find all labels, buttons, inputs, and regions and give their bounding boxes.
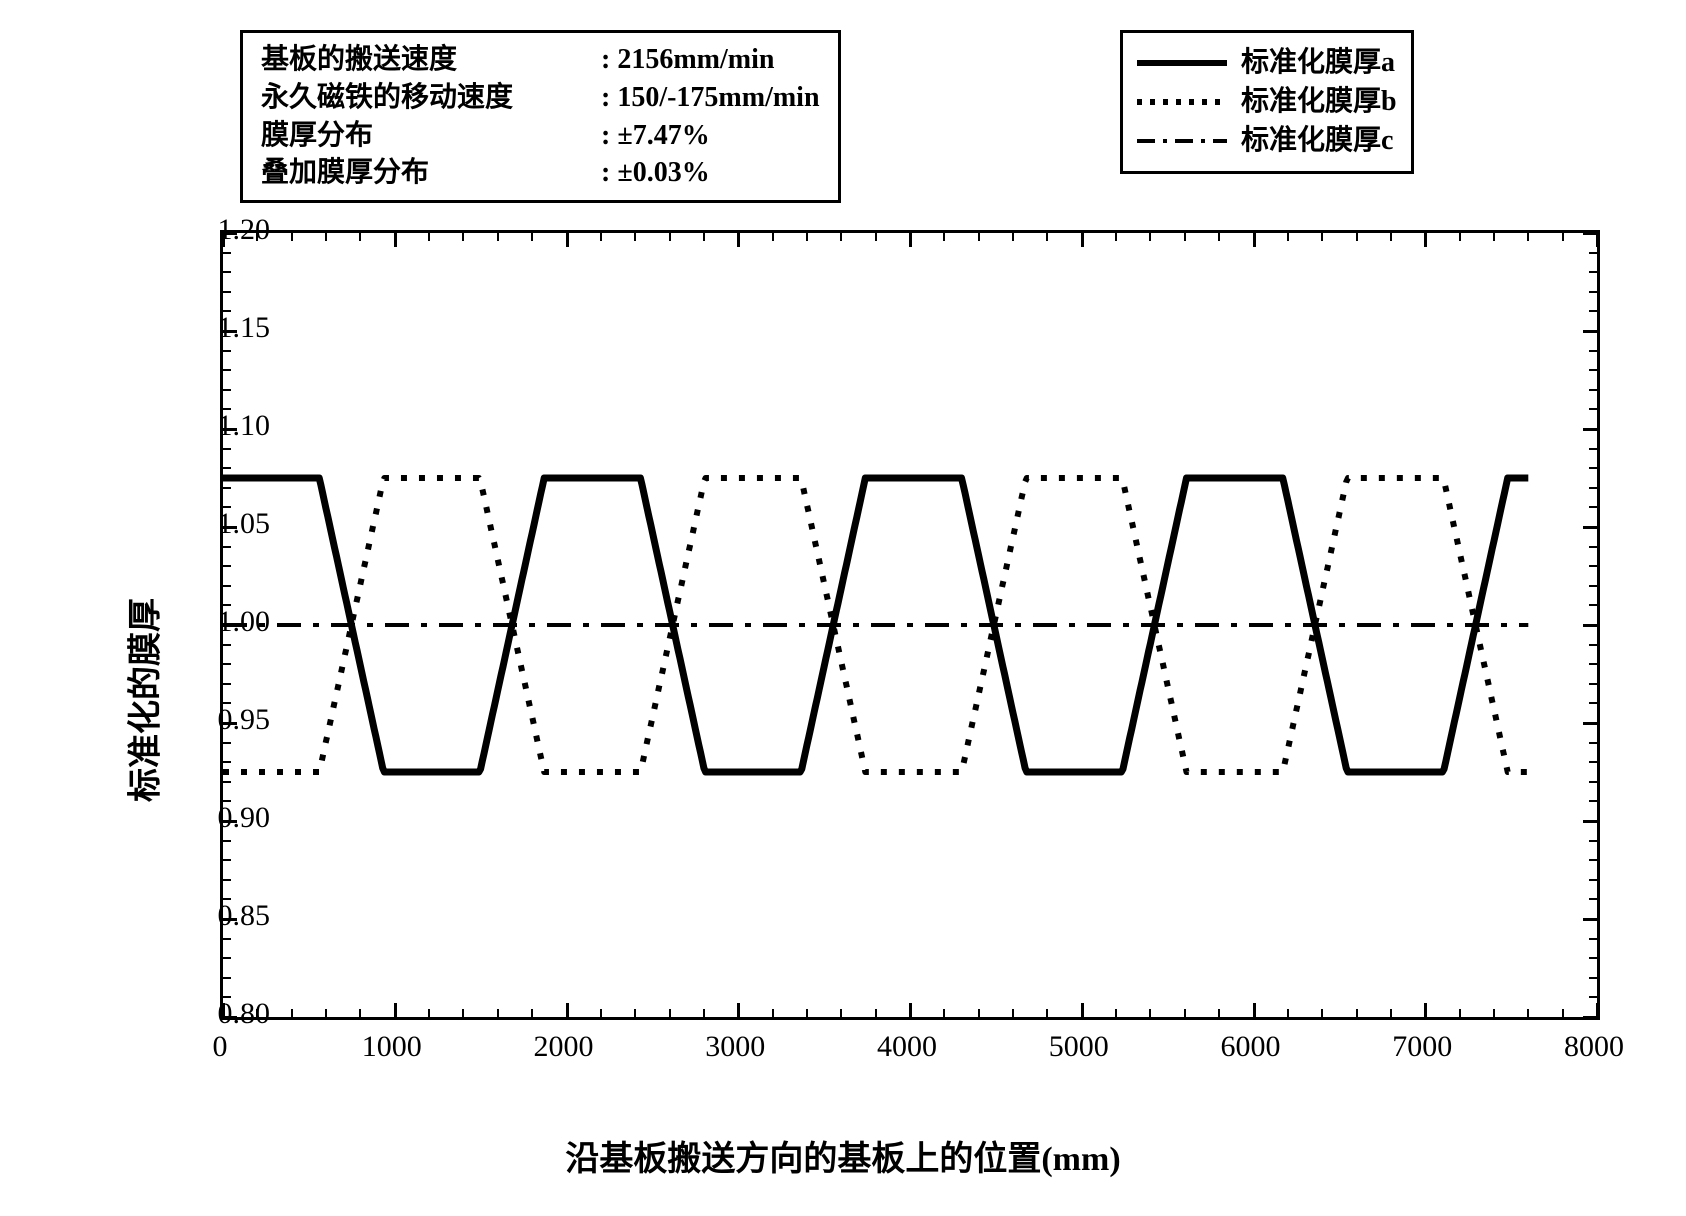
legend-item: 标准化膜厚a [1137,43,1397,82]
series-svg [223,233,1597,1017]
y-tick-label: 1.05 [218,507,271,541]
x-tick-label: 2000 [534,1030,594,1064]
legend-box: 标准化膜厚a标准化膜厚b标准化膜厚c [1120,30,1414,174]
y-tick-label: 1.20 [218,213,271,247]
legend-label: 标准化膜厚b [1241,82,1397,121]
x-tick-label: 8000 [1564,1030,1624,1064]
y-tick-label: 1.10 [218,409,271,443]
param-value: : ±7.47% [601,117,710,155]
y-axis-title: 标准化的膜厚 [118,598,167,802]
x-tick-label: 7000 [1392,1030,1452,1064]
legend-swatch [1137,127,1227,155]
param-row: 永久磁铁的移动速度: 150/-175mm/min [261,79,820,117]
param-value: : ±0.03% [601,154,710,192]
param-row: 基板的搬送速度: 2156mm/min [261,41,820,79]
legend-label: 标准化膜厚c [1241,121,1393,160]
parameters-box: 基板的搬送速度: 2156mm/min永久磁铁的移动速度: 150/-175mm… [240,30,841,203]
legend-swatch [1137,88,1227,116]
x-axis-title: 沿基板搬送方向的基板上的位置(mm) [565,1131,1120,1180]
legend-swatch [1137,49,1227,77]
x-tick-label: 4000 [877,1030,937,1064]
legend-item: 标准化膜厚c [1137,121,1397,160]
y-tick-label: 0.85 [218,899,271,933]
param-label: 叠加膜厚分布 [261,154,601,192]
y-tick-label: 1.00 [218,605,271,639]
y-tick-label: 0.95 [218,703,271,737]
x-tick-label: 1000 [362,1030,422,1064]
y-tick-label: 1.15 [218,311,271,345]
legend-item: 标准化膜厚b [1137,82,1397,121]
plot-area [220,230,1600,1020]
param-row: 叠加膜厚分布: ±0.03% [261,154,820,192]
legend-label: 标准化膜厚a [1241,43,1395,82]
x-tick-label: 5000 [1049,1030,1109,1064]
param-row: 膜厚分布: ±7.47% [261,117,820,155]
y-tick-label: 0.80 [218,997,271,1031]
param-value: : 150/-175mm/min [601,79,820,117]
param-value: : 2156mm/min [601,41,774,79]
x-tick-label: 6000 [1221,1030,1281,1064]
param-label: 基板的搬送速度 [261,41,601,79]
x-tick-label: 3000 [705,1030,765,1064]
param-label: 膜厚分布 [261,117,601,155]
x-tick-label: 0 [213,1030,228,1064]
y-tick-label: 0.90 [218,801,271,835]
chart-area: 标准化的膜厚 沿基板搬送方向的基板上的位置(mm) 0.80 0.85 0.90 0.… [20,220,1666,1180]
param-label: 永久磁铁的移动速度 [261,79,601,117]
